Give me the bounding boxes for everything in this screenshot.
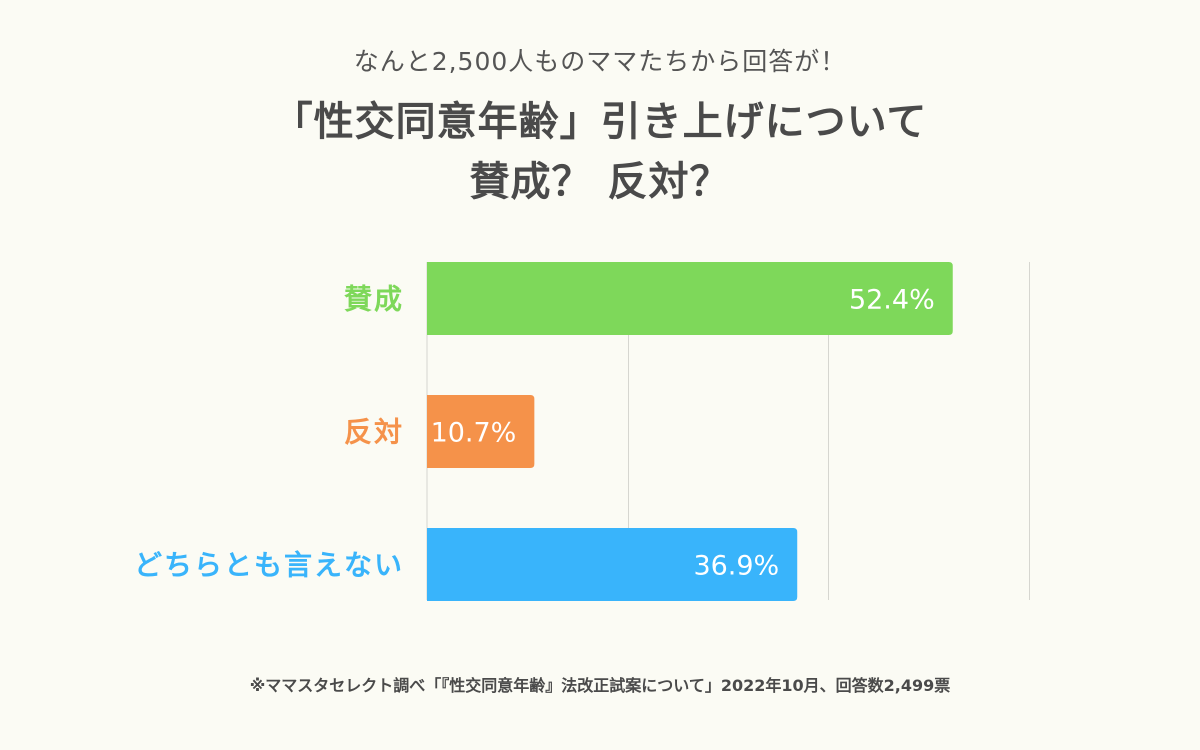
value-label-0: 52.4%: [849, 285, 935, 316]
category-label-0: 賛成: [344, 283, 404, 316]
value-label-2: 36.9%: [693, 551, 779, 582]
bar-0: [427, 262, 953, 335]
value-label-1: 10.7%: [431, 418, 517, 449]
source-footnote: ※ママスタセレクト調べ「『性交同意年齢』法改正試案について」2022年10月、回…: [249, 676, 951, 695]
bar-1: [427, 395, 535, 468]
category-label-2: どちらとも言えない: [134, 549, 404, 582]
chart-title-line-2: 賛成？ 反対？: [469, 159, 731, 205]
category-label-1: 反対: [344, 416, 404, 449]
chart-title-line-1: 「性交同意年齢」引き上げについて: [272, 99, 928, 145]
survey-subtitle: なんと2,500人ものママたちから回答が！: [353, 47, 847, 76]
bar-2: [427, 528, 798, 601]
chart-title: 「性交同意年齢」引き上げについて 賛成？ 反対？: [0, 92, 1200, 212]
